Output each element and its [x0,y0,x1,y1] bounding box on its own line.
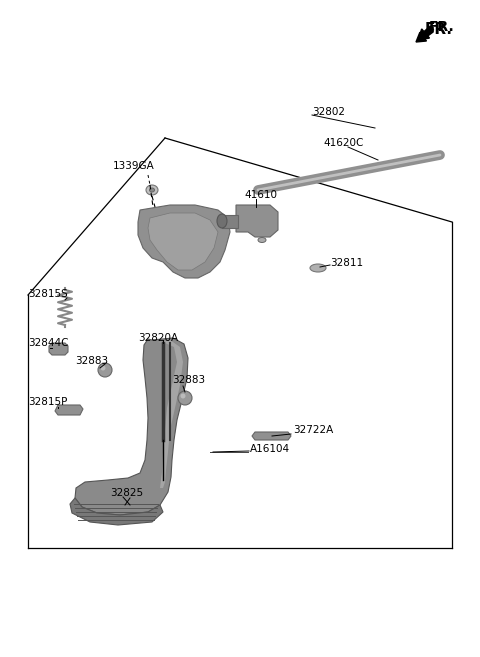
Ellipse shape [180,394,185,399]
Text: 32883: 32883 [75,356,108,366]
Text: 32802: 32802 [312,107,345,117]
Text: 32811: 32811 [330,258,363,268]
Text: 32825: 32825 [110,488,143,498]
FancyArrow shape [416,28,433,42]
Text: 41610: 41610 [244,190,277,200]
Text: FR.: FR. [428,20,454,34]
Ellipse shape [146,185,158,195]
Polygon shape [222,215,238,228]
Ellipse shape [178,391,192,405]
Polygon shape [70,498,163,525]
Text: 32883: 32883 [172,375,205,385]
Text: 32820A: 32820A [138,333,178,343]
Text: FR.: FR. [425,22,453,37]
Text: 1339GA: 1339GA [113,161,155,171]
Polygon shape [138,205,230,278]
Polygon shape [55,405,83,415]
Polygon shape [49,343,68,355]
Text: 41620C: 41620C [323,138,363,148]
Ellipse shape [100,365,106,371]
Text: A16104: A16104 [250,444,290,454]
Ellipse shape [217,214,227,228]
Polygon shape [148,213,218,270]
Ellipse shape [310,264,326,272]
Text: 32844C: 32844C [28,338,69,348]
Text: 32722A: 32722A [293,425,333,435]
Polygon shape [75,338,188,515]
Ellipse shape [98,363,112,377]
Text: 32815P: 32815P [28,397,67,407]
FancyArrow shape [418,26,433,40]
Polygon shape [252,432,291,440]
Text: 32815S: 32815S [28,289,68,299]
Ellipse shape [258,237,266,242]
Polygon shape [158,340,183,488]
Polygon shape [236,205,278,237]
Ellipse shape [149,188,155,192]
